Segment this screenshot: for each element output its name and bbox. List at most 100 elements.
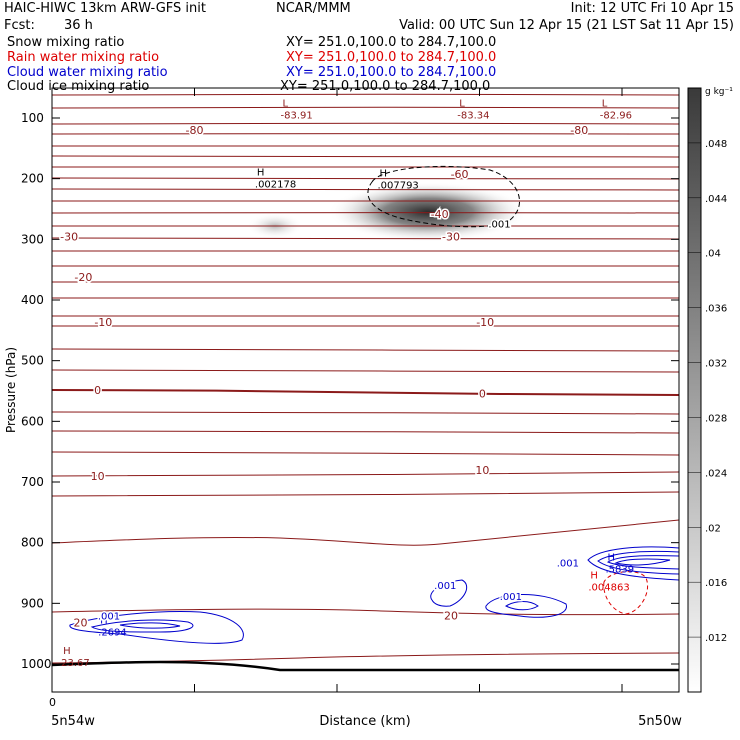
x-left-location: 5n54w (51, 714, 95, 729)
extremum-value: -83.34 (457, 111, 489, 122)
field-xy-snow: XY= 251.0,100.0 to 284.7,100.0 (286, 35, 497, 50)
terrain-line (51, 660, 680, 672)
field-name-snow: Snow mixing ratio (7, 35, 125, 50)
temp-contour (52, 106, 679, 109)
cw-contour (614, 558, 671, 566)
temp-contour (52, 471, 679, 477)
temp-contour (52, 491, 679, 497)
y-axis-title: Pressure (hPa) (4, 347, 18, 433)
valid-time: Valid: 00 UTC Sun 12 Apr 15 (21 LST Sat … (399, 18, 734, 33)
colorbar-tick-label: .04 (705, 249, 721, 260)
cw-contour (69, 611, 244, 644)
colorbar-tick-label: .024 (705, 468, 727, 479)
temp-contour (52, 93, 679, 96)
snow-max-main (328, 182, 528, 242)
colorbar-tick-label: .028 (705, 413, 727, 424)
x-axis: 0 (49, 88, 623, 709)
x-right-location: 5n50w (638, 714, 682, 729)
temp-contour (52, 430, 679, 434)
init-time: Init: 12 UTC Fri 10 Apr 15 (570, 1, 734, 16)
temperature-label: 0 (479, 387, 486, 400)
extremum-marker: H (379, 168, 387, 179)
cw-contour (504, 601, 539, 611)
ice-contours (367, 165, 520, 228)
temperature-label: -40 (431, 208, 449, 221)
y-tick-label: 800 (21, 536, 44, 550)
y-tick-label: 600 (21, 414, 44, 428)
plot-frame (51, 87, 680, 693)
extremum-marker: L (602, 99, 608, 110)
temperature-label: -60 (451, 168, 469, 181)
extremum-marker: H (257, 167, 265, 178)
forecast-label: Fcst: (4, 18, 35, 33)
extremum-value: .5839 (605, 565, 634, 576)
cloud-water-label: .001 (98, 611, 120, 622)
colorbar-tick-label: .048 (705, 139, 727, 150)
colorbar-tick-label: .032 (705, 359, 727, 370)
y-tick-label: 300 (21, 232, 44, 246)
temperature-label: -20 (74, 271, 92, 284)
extremum-value: .007793 (377, 180, 418, 191)
x-tick-label: 0 (49, 696, 56, 709)
extremum-value: .2694 (98, 628, 127, 639)
temp-contour (52, 451, 679, 456)
chart-annotations: -80 -80-60-40-30 -30-20-10 -100 010 102020L-8… (59, 99, 634, 669)
y-tick-label: 700 (21, 475, 44, 489)
extremum-marker: H (607, 553, 615, 564)
colorbar-tick-label: .02 (705, 523, 721, 534)
temperature-label: -80 (570, 124, 588, 137)
model-title: HAIC-HIWC 13km ARW-GFS init (4, 1, 206, 16)
temperature-label: -10 (94, 316, 112, 329)
extremum-marker: H (63, 646, 71, 657)
rain-contour (603, 571, 648, 615)
cw-contour (485, 594, 567, 618)
forecast-hours: 36 h (64, 18, 93, 33)
temp-contour (52, 411, 679, 415)
temperature-label: -80 (186, 124, 204, 137)
cw-contour (606, 555, 679, 570)
temp-contour (52, 519, 679, 546)
cw-contour (597, 550, 679, 575)
colorbar-ramp (688, 88, 701, 692)
extremum-value: 23.67 (61, 658, 90, 669)
temp-contour (52, 608, 679, 616)
rain-contours (603, 571, 648, 615)
temp-contour-0 (52, 389, 679, 396)
org-label: NCAR/MMM (276, 1, 351, 16)
colorbar-frame (687, 87, 702, 693)
temperature-label: -30 (60, 230, 78, 243)
extremum-marker: H (100, 616, 108, 627)
y-tick-label: 1000 (21, 657, 52, 671)
cloud-water-contours (69, 546, 679, 644)
temp-contour (52, 237, 679, 240)
temp-contour (52, 369, 679, 373)
colorbar: g kg⁻¹ .048 .044 .04 .036 .032 .028 .024 .02 .01… (687, 87, 733, 693)
ice-label: .001 (488, 220, 510, 231)
y-tick-label: 100 (21, 111, 44, 125)
field-name-rain: Rain water mixing ratio (7, 50, 160, 65)
cloud-water-label: .001 (434, 581, 456, 592)
y-tick-label: 900 (21, 596, 44, 610)
cloud-water-label: .001 (557, 559, 579, 570)
cw-contour (119, 622, 181, 629)
field-xy-cloud-water: XY= 251.0,100.0 to 284.7,100.0 (286, 65, 497, 80)
y-tick-label: 200 (21, 172, 44, 186)
temperature-label: -30 (442, 230, 460, 243)
field-name-cloud-water: Cloud water mixing ratio (7, 65, 168, 80)
extremum-value: .004863 (588, 583, 629, 594)
colorbar-tick-label: .036 (705, 304, 727, 315)
y-tick-label: 500 (21, 354, 44, 368)
colorbar-ticks: .048 .044 .04 .036 .032 .028 .024 .02 .016 .012 (688, 139, 727, 644)
temperature-label: 20 (74, 617, 88, 630)
temp-contour (52, 122, 679, 125)
cw-contour (587, 546, 679, 581)
y-tick-label: 400 (21, 293, 44, 307)
extremum-value: .002178 (255, 179, 296, 190)
colorbar-unit: g kg⁻¹ (705, 87, 733, 97)
extremum-value: -83.91 (281, 111, 313, 122)
extremum-marker: L (283, 99, 289, 110)
extremum-value: -82.96 (600, 111, 632, 122)
temperature-label: 10 (475, 464, 489, 477)
